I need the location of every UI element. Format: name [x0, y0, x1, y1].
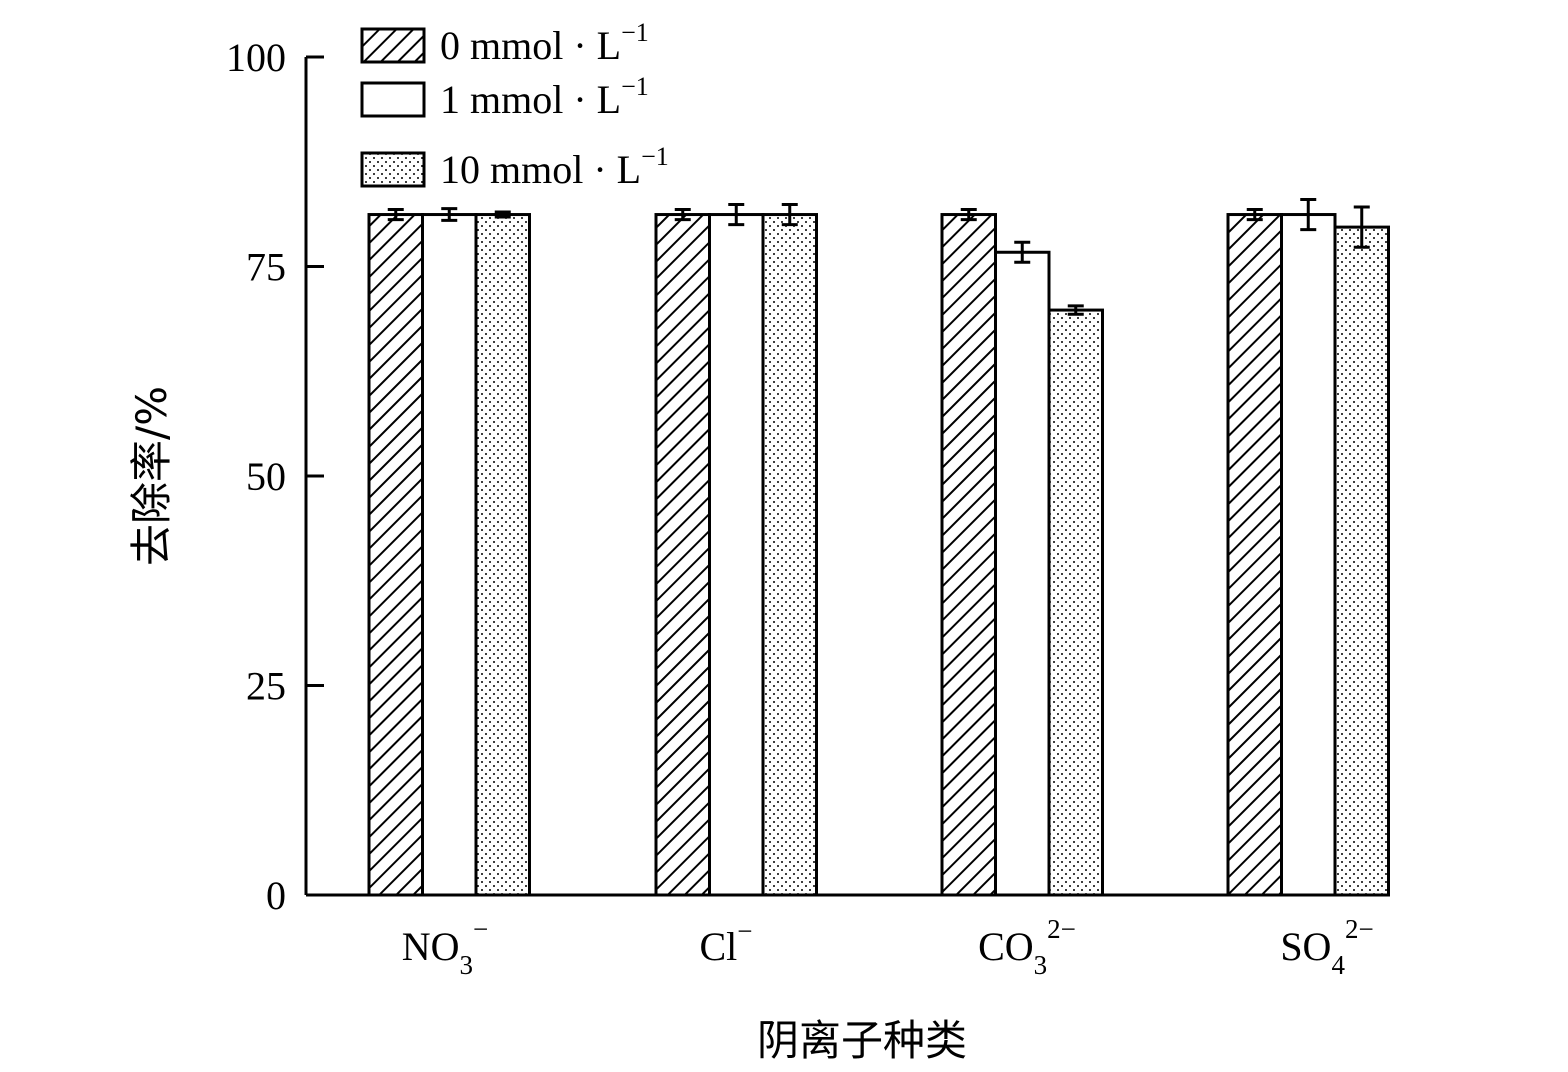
- error-bar: [1300, 197, 1317, 232]
- y-tick-label: 0: [266, 873, 286, 918]
- plot-area: [367, 197, 1390, 897]
- error-bar: [1353, 205, 1370, 249]
- bar-NO3-series-0: [367, 213, 424, 897]
- y-axis: 0 25 50 75 100: [226, 35, 324, 918]
- error-bar: [494, 210, 511, 219]
- y-axis-title: 去除率/%: [127, 386, 176, 566]
- error-bars: [387, 197, 1370, 316]
- x-tick-labels: NO3− Cl− CO32− SO42−: [402, 914, 1374, 980]
- y-tick-label: 50: [246, 454, 286, 499]
- y-tick-label: 25: [246, 664, 286, 709]
- legend-swatch: [360, 151, 426, 188]
- error-bar: [674, 208, 691, 222]
- error-bar: [960, 208, 977, 222]
- x-axis-title: 阴离子种类: [757, 1016, 967, 1065]
- y-tick-label: 100: [226, 35, 286, 80]
- bar-CO32-series-0: [940, 213, 997, 897]
- x-tick-label: CO32−: [978, 914, 1076, 980]
- legend-label: 10 mmol · L−1: [440, 142, 669, 192]
- bar-CO32-series-2: [1047, 308, 1104, 897]
- error-bar: [1246, 208, 1263, 222]
- legend-swatch: [360, 27, 426, 64]
- bar-NO3-series-1: [421, 213, 478, 897]
- error-bar: [1067, 304, 1084, 316]
- x-tick-label: NO3−: [402, 914, 489, 980]
- legend-label: 1 mmol · L−1: [440, 72, 649, 122]
- error-bar: [1014, 240, 1031, 264]
- bar-SO42-series-0: [1226, 213, 1283, 897]
- error-bar: [387, 208, 404, 222]
- y-tick-label: 75: [246, 245, 286, 290]
- x-axis: NO3− Cl− CO32− SO42−: [306, 893, 1390, 980]
- x-tick-label: Cl−: [699, 916, 752, 969]
- bar-NO3-series-2: [474, 213, 531, 897]
- bar-Cl-series-1: [708, 213, 765, 897]
- error-bar: [781, 202, 798, 227]
- legend: 0 mmol · L−11 mmol · L−1 10 mmol · L−1: [360, 18, 669, 192]
- error-bar: [441, 207, 458, 222]
- legend-swatch: [360, 81, 426, 118]
- bar-SO42-series-2: [1333, 225, 1390, 897]
- bar-Cl-series-0: [654, 213, 711, 897]
- legend-item: 1 mmol · L−1: [360, 72, 649, 122]
- bar-CO32-series-1: [994, 250, 1051, 897]
- legend-label: 0 mmol · L−1: [440, 18, 649, 68]
- x-tick-label: SO42−: [1280, 914, 1373, 980]
- bars: [367, 213, 1390, 897]
- y-ticks: 0 25 50 75 100: [226, 35, 324, 918]
- error-bar: [728, 202, 745, 227]
- bar-Cl-series-2: [761, 213, 818, 897]
- bar-SO42-series-1: [1280, 213, 1337, 897]
- legend-item: 10 mmol · L−1: [360, 142, 669, 192]
- legend-item: 0 mmol · L−1: [360, 18, 649, 68]
